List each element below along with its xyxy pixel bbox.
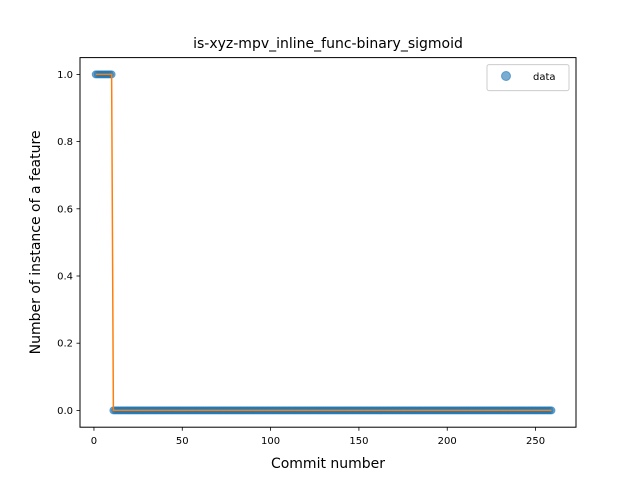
legend-box bbox=[486, 64, 570, 92]
y-tick-label: 0.2 bbox=[57, 339, 73, 350]
y-tick-label: 0.8 bbox=[57, 137, 73, 148]
axes-frame bbox=[79, 57, 577, 428]
x-axis: 0 50 100 150 200 250 bbox=[91, 427, 545, 447]
chart-title: is-xyz-mpv_inline_func-binary_sigmoid bbox=[193, 36, 463, 52]
x-tick-label: 200 bbox=[438, 436, 457, 447]
x-tick-label: 250 bbox=[526, 436, 545, 447]
x-tick-label: 50 bbox=[176, 436, 189, 447]
y-tick-label: 0.6 bbox=[57, 204, 73, 215]
legend-marker bbox=[501, 71, 511, 81]
y-axis: 0.0 0.2 0.4 0.6 0.8 1.0 bbox=[57, 70, 80, 417]
legend-label: data bbox=[533, 72, 556, 83]
fit-line bbox=[95, 73, 552, 412]
x-tick-label: 100 bbox=[261, 436, 280, 447]
y-tick-label: 0.4 bbox=[57, 272, 73, 283]
y-tick-label: 1.0 bbox=[57, 70, 73, 81]
x-tick-label: 0 bbox=[91, 436, 97, 447]
x-axis-title: Commit number bbox=[271, 456, 385, 472]
y-axis-title: Number of instance of a feature bbox=[28, 130, 44, 354]
legend: data bbox=[486, 64, 570, 92]
y-tick-label: 0.0 bbox=[57, 406, 73, 417]
x-tick-label: 150 bbox=[349, 436, 368, 447]
plot-area bbox=[91, 70, 556, 415]
